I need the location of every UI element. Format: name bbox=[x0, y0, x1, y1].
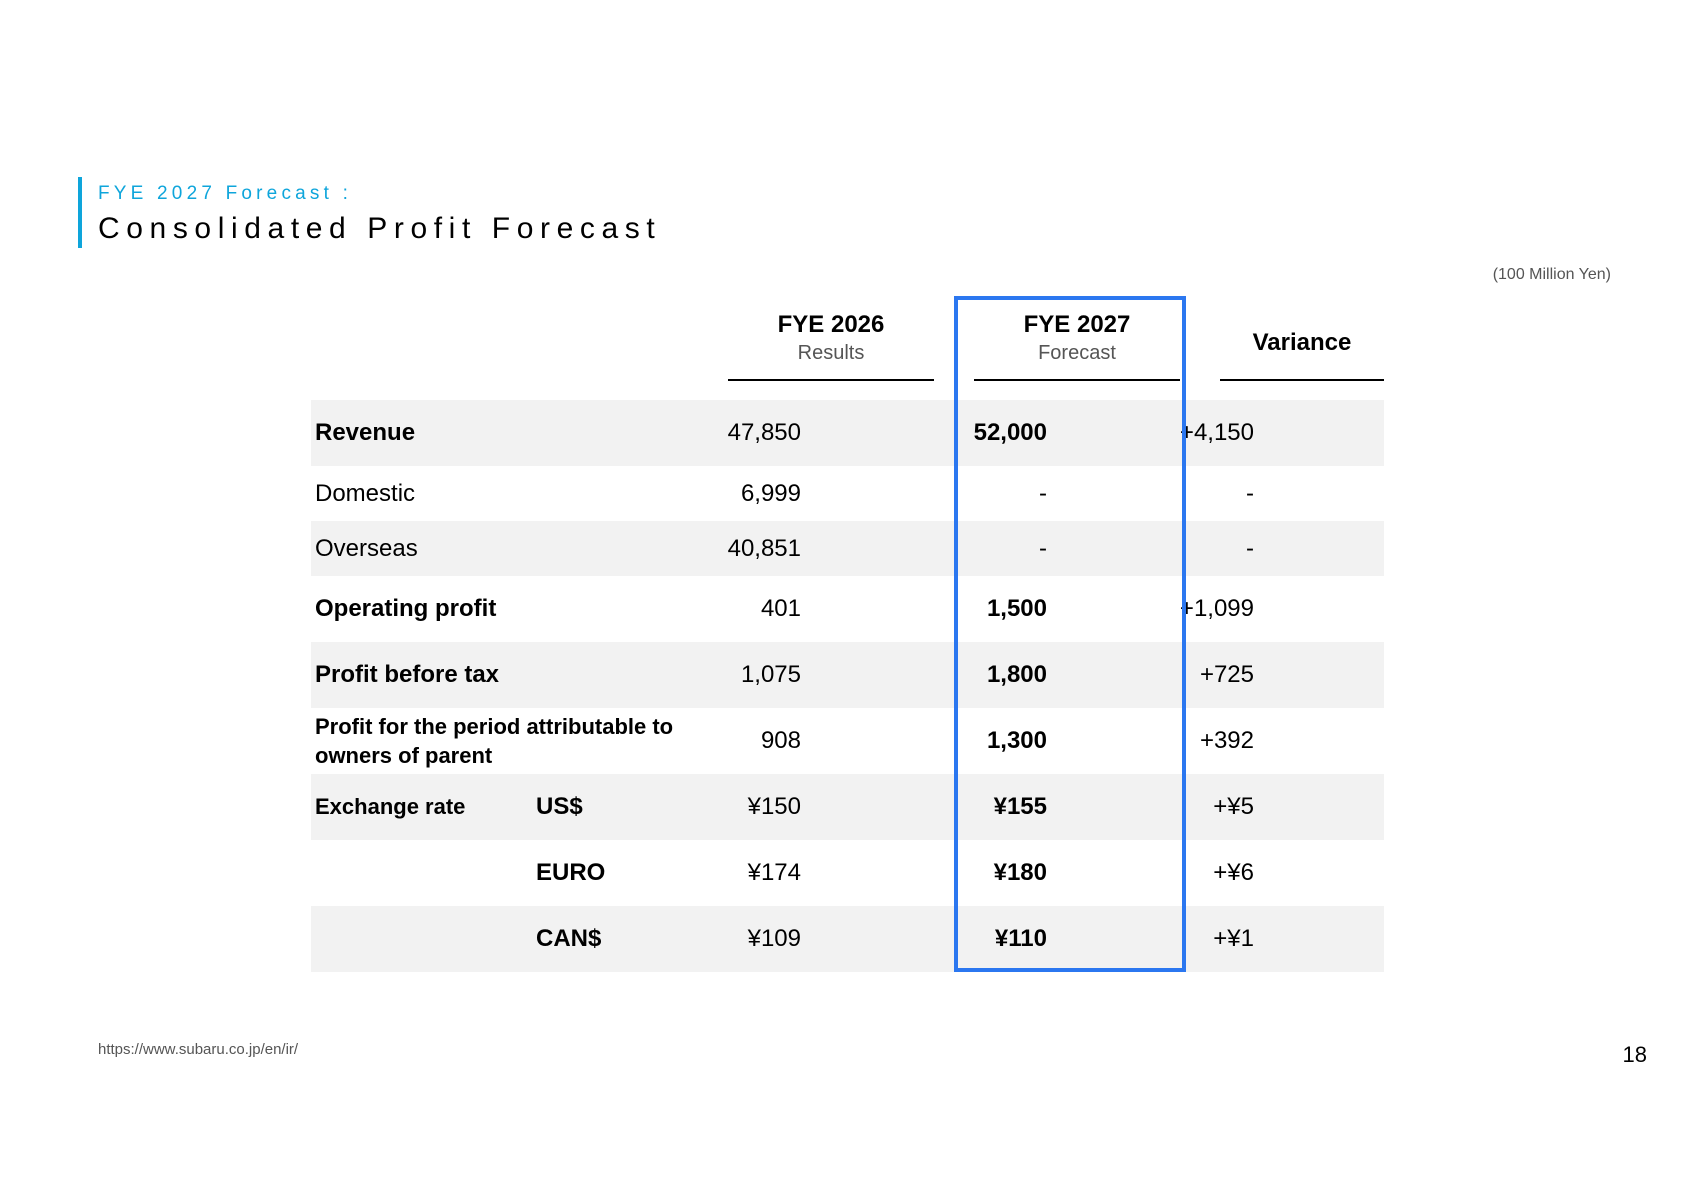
row-label: Profit for the period attributable to ow… bbox=[315, 714, 674, 768]
cell-fye2027: ¥110 bbox=[994, 925, 1047, 952]
cell-fye2027: 1,300 bbox=[986, 727, 1047, 754]
cell-fye2027: ¥155 bbox=[993, 793, 1047, 820]
cell-fye2026: ¥150 bbox=[747, 793, 801, 820]
table-row-operating-profit: Operating profit 401 1,500 +1,099 bbox=[311, 576, 1384, 642]
row-label: Overseas bbox=[315, 534, 418, 562]
row-label: Domestic bbox=[315, 479, 416, 507]
table-row-overseas: Overseas 40,851 - - bbox=[311, 521, 1384, 576]
cell-variance: +¥1 bbox=[1213, 925, 1254, 952]
column-header-underline bbox=[974, 379, 1180, 381]
cell-fye2027: ¥180 bbox=[993, 859, 1047, 886]
column-header-fye2027-subtitle: Forecast bbox=[1038, 342, 1116, 364]
cell-fye2027: - bbox=[1039, 479, 1047, 507]
page-number: 18 bbox=[1622, 1042, 1647, 1067]
cell-variance: - bbox=[1246, 479, 1254, 507]
cell-fye2027: 1,800 bbox=[986, 661, 1047, 688]
currency-label: US$ bbox=[536, 793, 583, 820]
table-row-exchange-cad: CAN$ ¥109 ¥110 +¥1 bbox=[311, 906, 1384, 972]
cell-fye2026: 908 bbox=[760, 727, 801, 754]
cell-fye2026: 47,850 bbox=[727, 419, 801, 446]
table-row-exchange-usd: Exchange rate US$ ¥150 ¥155 +¥5 bbox=[311, 774, 1384, 840]
cell-variance: +1,099 bbox=[1179, 595, 1254, 622]
table-row-exchange-euro: EURO ¥174 ¥180 +¥6 bbox=[311, 840, 1384, 906]
currency-label: EURO bbox=[536, 859, 606, 886]
row-label: Operating profit bbox=[315, 595, 497, 622]
column-header-fye2026-subtitle: Results bbox=[797, 342, 865, 364]
footer-url[interactable]: https://www.subaru.co.jp/en/ir/ bbox=[98, 1041, 299, 1058]
cell-fye2026: ¥174 bbox=[747, 859, 801, 886]
row-label: Exchange rate bbox=[315, 794, 466, 819]
cell-variance: +4,150 bbox=[1179, 419, 1254, 446]
cell-fye2026: 6,999 bbox=[740, 479, 801, 507]
table-row-profit-before-tax: Profit before tax 1,075 1,800 +725 bbox=[311, 642, 1384, 708]
column-header-underline bbox=[728, 379, 934, 381]
table-row-domestic: Domestic 6,999 - - bbox=[311, 466, 1384, 521]
cell-fye2027: 1,500 bbox=[986, 595, 1047, 622]
column-header-underline bbox=[1220, 379, 1384, 381]
currency-label: CAN$ bbox=[536, 925, 602, 952]
row-label: Profit before tax bbox=[315, 661, 500, 688]
cell-variance: +¥6 bbox=[1213, 859, 1254, 886]
cell-fye2027: 52,000 bbox=[973, 419, 1047, 446]
cell-fye2027: - bbox=[1039, 534, 1047, 562]
cell-fye2026: 401 bbox=[760, 595, 801, 622]
cell-fye2026: ¥109 bbox=[747, 925, 801, 952]
cell-variance: +392 bbox=[1199, 727, 1254, 754]
column-header-variance: Variance bbox=[1220, 310, 1384, 381]
cell-variance: - bbox=[1246, 534, 1254, 562]
column-header-fye2027-title: FYE 2027 bbox=[1023, 311, 1131, 338]
cell-fye2026: 1,075 bbox=[740, 661, 801, 688]
column-header-fye2026-title: FYE 2026 bbox=[777, 311, 885, 338]
table-row-profit-attributable: Profit for the period attributable to ow… bbox=[311, 708, 1384, 774]
column-header-fye2026: FYE 2026 Results bbox=[728, 310, 934, 381]
title-block: FYE 2027 Forecast : Consolidated Profit … bbox=[78, 177, 661, 248]
cell-variance: +¥5 bbox=[1213, 793, 1254, 820]
table-row-revenue: Revenue 47,850 52,000 +4,150 bbox=[311, 400, 1384, 466]
unit-note: (100 Million Yen) bbox=[1492, 266, 1611, 283]
slide-title: Consolidated Profit Forecast bbox=[98, 212, 662, 245]
cell-fye2026: 40,851 bbox=[727, 534, 801, 562]
row-label: Revenue bbox=[315, 419, 416, 446]
column-header-variance-title: Variance bbox=[1252, 329, 1352, 356]
cell-variance: +725 bbox=[1199, 661, 1254, 688]
slide-subtitle: FYE 2027 Forecast : bbox=[98, 183, 353, 204]
column-header-fye2027: FYE 2027 Forecast bbox=[974, 310, 1180, 381]
